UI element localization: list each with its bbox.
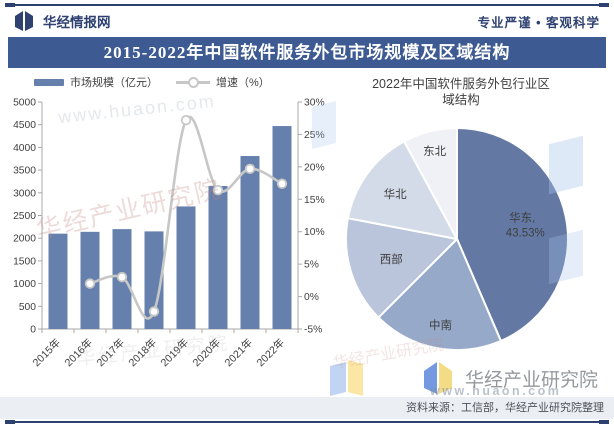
svg-text:25%: 25% — [304, 130, 325, 141]
bar-line-chart: 0 500 1000 1500 2000 2500 3000 3500 4000 4500 5000… — [13, 98, 325, 370]
svg-text:15%: 15% — [304, 195, 325, 206]
svg-text:30%: 30% — [304, 98, 325, 109]
svg-text:-5%: -5% — [304, 325, 322, 336]
watermark-shape — [348, 360, 363, 396]
svg-text:10%: 10% — [304, 227, 325, 238]
svg-text:3000: 3000 — [13, 188, 36, 199]
svg-text:3500: 3500 — [13, 166, 36, 177]
page-title: 2015-2022年中国软件服务外包市场规模及区域结构 — [8, 37, 606, 68]
legend-bar-label: 市场规模（亿元） — [70, 77, 158, 89]
svg-text:4500: 4500 — [13, 120, 36, 131]
svg-text:2015年: 2015年 — [30, 336, 63, 369]
market-size-chart: 市场规模（亿元） 增速（%） 0 500 1000 1500 2000 2500 3000 3… — [6, 74, 334, 386]
svg-text:华东,: 华东, — [509, 211, 535, 225]
svg-text:2022年: 2022年 — [254, 336, 287, 369]
legend-item-bar: 市场规模（亿元） — [34, 74, 158, 90]
svg-text:华北: 华北 — [384, 187, 407, 201]
pie-chart-svg: 华东, 43.53% 中南 西部 华北 东北 — [345, 127, 569, 351]
brand: 华经情报网 — [14, 10, 111, 32]
svg-text:5%: 5% — [304, 260, 319, 271]
svg-text:中南: 中南 — [429, 318, 452, 332]
svg-text:43.53%: 43.53% — [506, 228, 545, 240]
svg-text:0: 0 — [30, 325, 36, 336]
svg-text:20%: 20% — [304, 162, 325, 173]
svg-text:500: 500 — [19, 302, 36, 313]
svg-text:2017年: 2017年 — [94, 336, 127, 369]
huajing-logo-icon — [15, 11, 33, 31]
header: 华经情报网 专业严谨 • 客观科学 — [14, 9, 600, 33]
svg-text:4000: 4000 — [13, 143, 36, 154]
svg-text:1500: 1500 — [13, 256, 36, 267]
footer-brand: 华经产业研究院 — [422, 360, 598, 396]
top-divider — [5, 3, 609, 7]
huajing-research-logo-icon — [423, 362, 452, 394]
legend-item-line: 增速（%） — [176, 74, 270, 90]
source-note: 资料来源：工信部，华经产业研究院整理 — [0, 397, 614, 419]
chart-legend: 市场规模（亿元） 增速（%） — [34, 74, 334, 90]
region-structure-chart: 2022年中国软件服务外包行业区域结构 华东, 43.53% 中南 西部 华北 东北 — [332, 76, 590, 362]
footer-brand-name: 华经产业研究院 — [464, 369, 598, 391]
svg-text:1000: 1000 — [13, 279, 36, 290]
line-swatch-icon — [176, 76, 210, 88]
svg-text:2000: 2000 — [13, 234, 36, 245]
svg-text:2021年: 2021年 — [222, 336, 255, 369]
svg-text:东北: 东北 — [423, 145, 446, 158]
svg-text:2500: 2500 — [13, 211, 36, 222]
brand-name: 华经情报网 — [43, 15, 111, 30]
svg-text:2016年: 2016年 — [62, 336, 95, 369]
pie-chart-title: 2022年中国软件服务外包行业区域结构 — [372, 77, 550, 108]
header-slogan: 专业严谨 • 客观科学 — [477, 15, 600, 30]
svg-text:2020年: 2020年 — [190, 336, 223, 369]
legend-line-label: 增速（%） — [216, 77, 270, 89]
bar-swatch-icon — [34, 78, 64, 86]
svg-text:0%: 0% — [304, 292, 319, 303]
svg-text:2018年: 2018年 — [126, 336, 159, 369]
svg-text:2019年: 2019年 — [158, 336, 191, 369]
bottom-divider — [5, 420, 609, 424]
svg-text:5000: 5000 — [13, 98, 36, 109]
svg-text:西部: 西部 — [380, 252, 403, 266]
